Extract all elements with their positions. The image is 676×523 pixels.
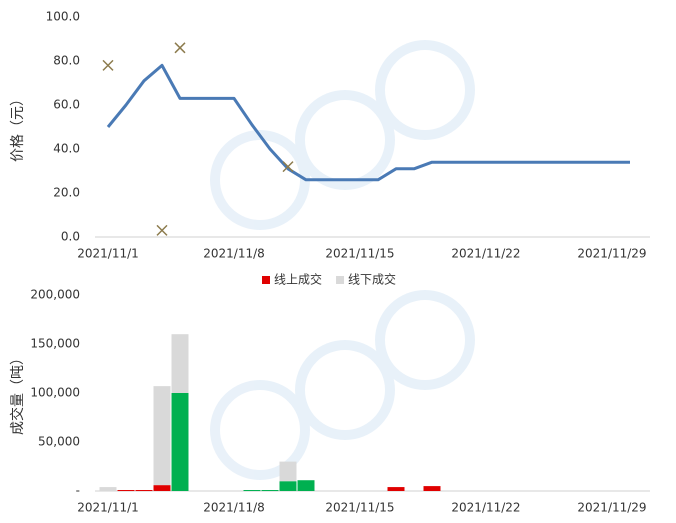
watermark: [210, 40, 475, 480]
x-tick-label: 2021/11/29: [577, 501, 646, 515]
bar: [153, 485, 171, 491]
y-axis-label: 成交量（吨）: [9, 351, 26, 435]
y-tick-label: 150,000: [30, 337, 80, 351]
bar: [243, 490, 261, 492]
price-line: [106, 63, 630, 182]
bar: [279, 461, 297, 482]
y-tick-label: 20.0: [53, 186, 80, 200]
bar: [117, 490, 135, 492]
y-tick-label: 0.0: [61, 230, 80, 244]
x-marker: [282, 161, 294, 173]
x-marker: [156, 224, 168, 236]
bar: [153, 386, 171, 486]
x-tick-label: 2021/11/22: [451, 247, 520, 261]
bar: [261, 490, 279, 492]
x-tick-label: 2021/11/1: [77, 501, 139, 515]
bar: [171, 393, 189, 491]
legend-swatch: [262, 276, 270, 284]
bar: [423, 486, 441, 491]
bar: [387, 487, 405, 491]
bar: [99, 487, 117, 491]
legend-label: 线下成交: [348, 272, 396, 287]
x-tick-label: 2021/11/22: [451, 501, 520, 515]
x-marker: [102, 59, 114, 71]
y-tick-label: -: [76, 484, 80, 498]
x-tick-label: 2021/11/15: [325, 247, 394, 261]
bar: [279, 481, 297, 491]
y-tick-label: 60.0: [53, 98, 80, 112]
y-tick-label: 100,000: [30, 386, 80, 400]
bar: [297, 480, 315, 491]
x-tick-label: 2021/11/1: [77, 247, 139, 261]
x-tick-label: 2021/11/8: [203, 247, 265, 261]
y-tick-label: 100.0: [46, 10, 80, 24]
y-tick-label: 40.0: [53, 142, 80, 156]
legend-swatch: [336, 276, 345, 284]
bar: [135, 490, 153, 492]
x-tick-label: 2021/11/29: [577, 247, 646, 261]
x-tick-label: 2021/11/15: [325, 501, 394, 515]
y-axis-label: 价格（元）: [10, 92, 26, 162]
y-tick-label: 80.0: [53, 54, 80, 68]
y-tick-label: 50,000: [38, 435, 80, 449]
x-tick-label: 2021/11/8: [203, 501, 265, 515]
legend-label: 线上成交: [274, 272, 322, 287]
x-marker: [174, 42, 186, 54]
y-tick-label: 200,000: [30, 288, 80, 302]
bar: [171, 334, 189, 393]
